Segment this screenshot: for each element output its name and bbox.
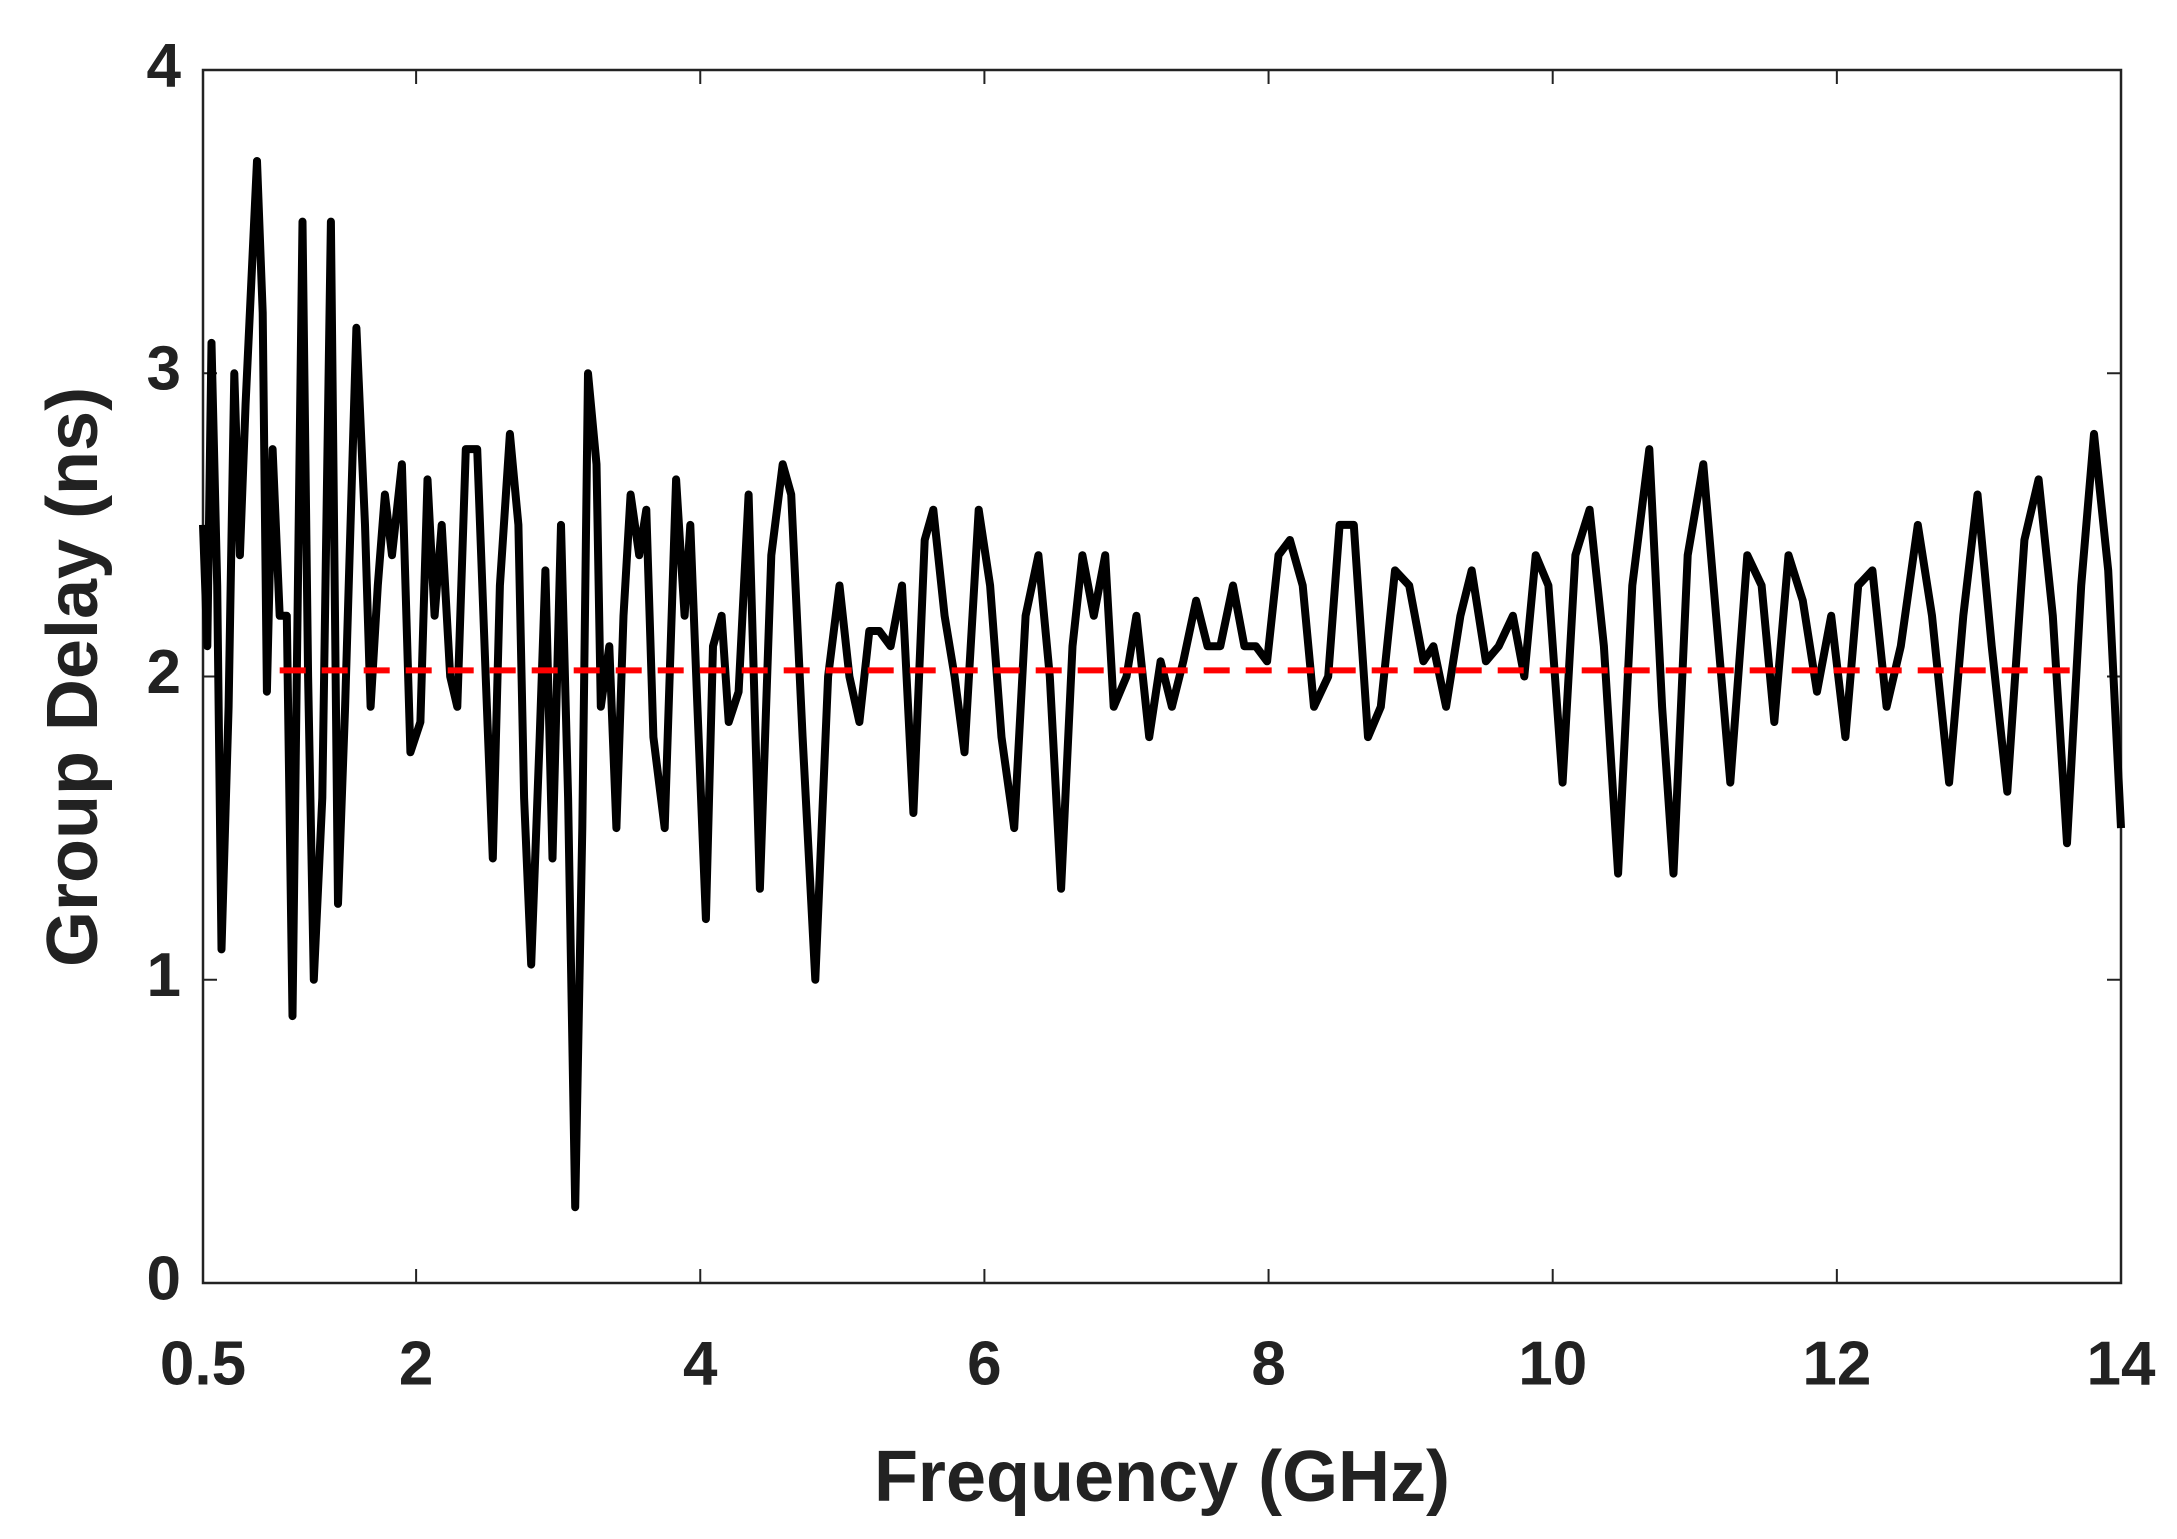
- x-tick-label: 6: [967, 1329, 1001, 1398]
- plot-frame: [201, 68, 2123, 1285]
- y-axis-label: Group Delay (ns): [33, 387, 113, 967]
- x-tick-label: 2: [399, 1329, 433, 1398]
- x-tick-label: 12: [1802, 1329, 1871, 1398]
- y-tick-label: 2: [147, 638, 181, 707]
- x-axis-label: Frequency (GHz): [874, 1437, 1450, 1517]
- x-tick-label: 0.5: [160, 1329, 246, 1398]
- y-tick-label: 1: [147, 941, 181, 1010]
- x-tick-label: 10: [1518, 1329, 1587, 1398]
- x-tick-label: 14: [2087, 1329, 2156, 1398]
- x-tick-label: 4: [683, 1329, 718, 1398]
- y-tick-label: 4: [147, 31, 182, 100]
- y-tick-label: 0: [147, 1244, 181, 1313]
- data-line: [199, 157, 2125, 1212]
- y-tick-label: 3: [147, 335, 181, 404]
- x-tick-label: 8: [1251, 1329, 1285, 1398]
